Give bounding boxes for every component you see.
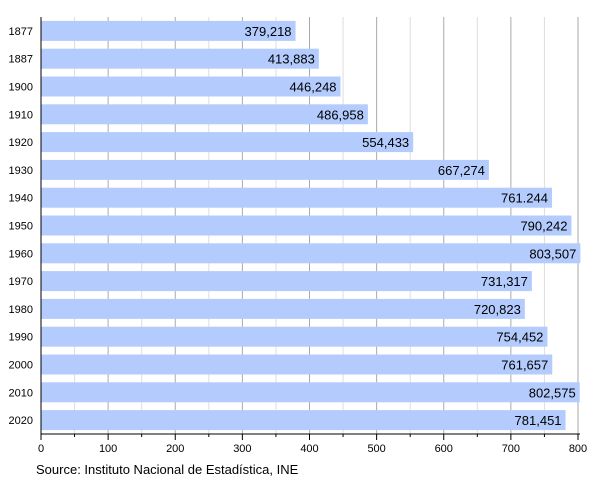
bar (41, 354, 553, 375)
x-tick-label: 400 (300, 443, 318, 455)
category-label: 1910 (9, 109, 33, 121)
data-label: 413,883 (268, 52, 315, 67)
bar (41, 298, 525, 319)
bar (41, 326, 548, 347)
category-label: 2000 (9, 360, 33, 372)
bar (41, 410, 566, 431)
category-label: 1980 (9, 304, 33, 316)
x-tick-label: 0 (38, 443, 44, 455)
category-label: 1950 (9, 221, 33, 233)
category-label: 2020 (9, 415, 33, 427)
category-label: 1970 (9, 276, 33, 288)
category-label: 1940 (9, 193, 33, 205)
data-label: 731,317 (481, 274, 528, 289)
x-tick-label: 700 (502, 443, 520, 455)
category-label: 1900 (9, 82, 33, 94)
bar (41, 48, 319, 69)
category-label: 1887 (9, 54, 33, 66)
x-tick-label: 200 (166, 443, 184, 455)
bar (41, 243, 581, 264)
data-label: 379,218 (245, 24, 292, 39)
bar (41, 159, 489, 180)
bar (41, 20, 296, 41)
data-label: 720,823 (474, 302, 521, 317)
category-label: 1930 (9, 165, 33, 177)
bar (41, 271, 532, 292)
data-label: 667,274 (438, 163, 485, 178)
data-label: 446,248 (290, 80, 337, 95)
category-label: 1877 (9, 26, 33, 38)
category-label: 1990 (9, 332, 33, 344)
category-label: 2010 (9, 387, 33, 399)
data-label: 761,657 (501, 358, 548, 373)
x-tick-label: 600 (435, 443, 453, 455)
x-tick-label: 800 (569, 443, 587, 455)
data-label: 754,452 (496, 330, 543, 345)
bar (41, 104, 368, 125)
source-note: Source: Instituto Nacional de Estadístic… (36, 462, 299, 477)
bar (41, 215, 572, 236)
data-label: 554,433 (362, 135, 409, 150)
data-label: 802,575 (529, 385, 576, 400)
category-label: 1920 (9, 137, 33, 149)
data-label: 761.244 (501, 191, 548, 206)
data-label: 790,242 (520, 219, 567, 234)
x-tick-label: 300 (233, 443, 251, 455)
bar (41, 187, 552, 208)
data-label: 803,507 (529, 246, 576, 261)
category-label: 1960 (9, 248, 33, 260)
bar (41, 76, 341, 97)
x-tick-label: 500 (367, 443, 385, 455)
data-label: 781,451 (515, 413, 562, 428)
data-label: 486,958 (317, 107, 364, 122)
bar (41, 132, 414, 153)
bar (41, 382, 580, 403)
x-tick-label: 100 (99, 443, 117, 455)
